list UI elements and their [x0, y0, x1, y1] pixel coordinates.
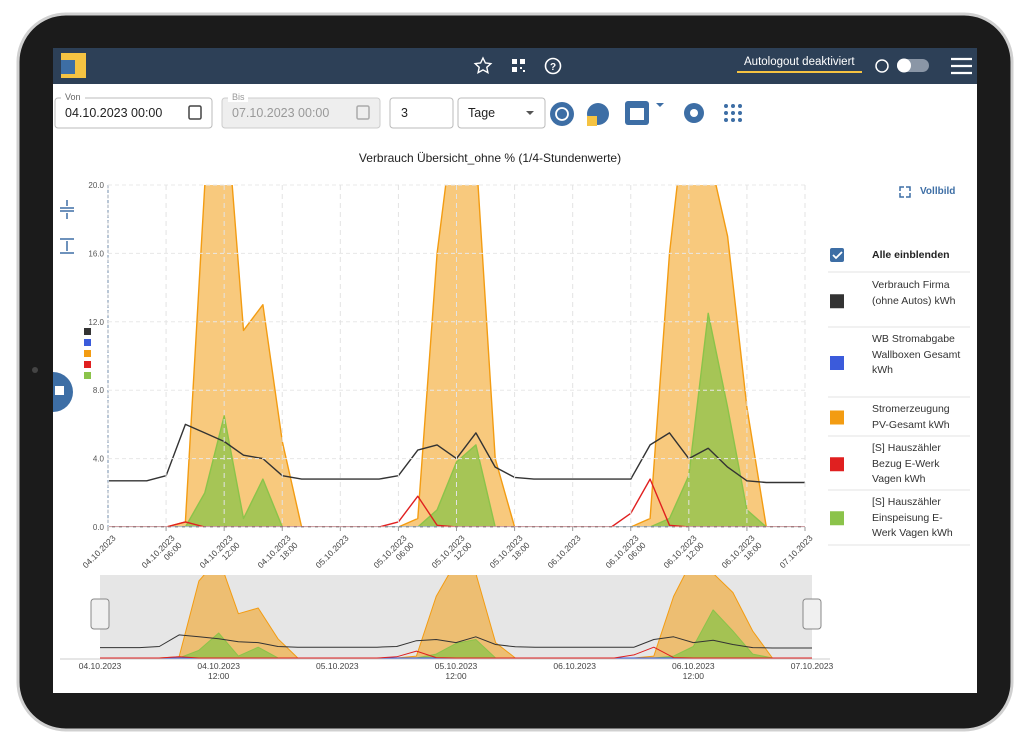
navigator-handle-right[interactable] [802, 598, 822, 630]
compress-icon[interactable] [60, 200, 74, 219]
series-marker [84, 372, 91, 379]
autologout[interactable]: Autologout deaktiviert [744, 56, 855, 68]
menu-icon[interactable] [951, 57, 972, 75]
legend-swatch[interactable] [830, 356, 844, 370]
side-tab-glyph [55, 386, 64, 395]
chart-title: Verbrauch Übersicht_ohne % (1/4-Stundenw… [359, 151, 621, 165]
navigator-series-line [100, 646, 812, 659]
navigator-tick-label: 06.10.2023 [553, 661, 596, 671]
navigator-area-fill [100, 575, 812, 658]
help-icon[interactable] [544, 57, 562, 75]
count-input[interactable] [389, 97, 454, 129]
y-tick-label: 12.0 [88, 318, 104, 327]
apps-button[interactable] [724, 104, 742, 122]
legend-swatch[interactable] [830, 410, 844, 425]
count-value[interactable]: 3 [401, 106, 408, 120]
to-input [221, 97, 381, 129]
dropdown-arrow [656, 103, 664, 107]
navigator-tick-label: 05.10.2023 12:00 [434, 661, 478, 681]
y-tick-label: 8.0 [93, 386, 105, 395]
series-marker [84, 339, 91, 346]
legend-swatch[interactable] [830, 457, 844, 472]
dropdown-arrow [526, 111, 534, 115]
from-label: Von [65, 92, 81, 102]
label-gap [228, 92, 248, 102]
show-all-label[interactable]: Alle einblenden [872, 249, 950, 261]
legend-swatch[interactable] [830, 294, 844, 309]
navigator-tick-label: 07.10.2023 [790, 661, 834, 671]
navigator-tick-label: 05.10.2023 [316, 661, 359, 671]
navigator-tick-label: 04.10.2023 12:00 [197, 661, 240, 681]
refresh-glyph [555, 107, 569, 121]
navigator-area-fill [100, 609, 812, 658]
legend-label[interactable]: Stromerzeugung PV-Gesamt kWh [872, 403, 950, 431]
camera [32, 367, 38, 373]
y-tick-label: 0.0 [93, 523, 105, 532]
unit-select[interactable] [457, 97, 546, 129]
navigator-series-line [100, 609, 812, 659]
y-tick-label: 4.0 [93, 455, 105, 464]
navigator-handle-left[interactable] [90, 598, 110, 630]
lock-badge [587, 116, 597, 126]
navigator-plot [100, 575, 812, 659]
from-value[interactable]: 04.10.2023 00:00 [65, 106, 163, 120]
y-tick-label: 16.0 [88, 249, 104, 258]
unit-value[interactable]: Tage [468, 106, 496, 120]
label-gap [61, 92, 85, 102]
from-input[interactable] [54, 97, 213, 129]
settings-glyph [690, 109, 698, 117]
legend-label[interactable]: Verbrauch Firma (ohne Autos) kWh [872, 279, 956, 307]
legend-swatch[interactable] [830, 511, 844, 526]
fullscreen-label[interactable]: Vollbild [920, 186, 956, 197]
header-bar [53, 48, 977, 84]
refresh-button[interactable] [550, 102, 574, 126]
legend-label[interactable]: WB Stromabgabe Wallboxen Gesamt kWh [872, 333, 961, 376]
checkmark [832, 251, 843, 260]
logo-part [61, 60, 75, 74]
navigator-tick-label: 04.10.2023 [78, 661, 122, 671]
navigator-series-line [100, 634, 812, 649]
fullscreen-icon[interactable] [899, 186, 911, 198]
calendar-icon [356, 105, 370, 120]
help-glyph: ? [550, 62, 556, 73]
series-marker [84, 328, 91, 335]
calendar-glyph [630, 108, 644, 120]
legend-label[interactable]: [S] Hauszähler Bezug E-Werk Vagen kWh [872, 442, 941, 485]
series-marker [84, 350, 91, 357]
toggle-knob [897, 58, 911, 73]
to-value: 07.10.2023 00:00 [232, 106, 330, 120]
calendar-icon[interactable] [188, 105, 202, 120]
favorite-icon[interactable] [473, 56, 493, 74]
navigator-tick-label: 06.10.2023 12:00 [672, 661, 715, 681]
legend-label[interactable]: [S] Hauszähler Einspeisung E-Werk Vagen … [872, 496, 953, 539]
legend-separators [828, 271, 970, 546]
expand-icon[interactable] [60, 238, 74, 254]
series-marker [84, 361, 91, 368]
to-label: Bis [232, 92, 245, 102]
y-tick-label: 20.0 [88, 181, 104, 190]
qr-icon[interactable] [512, 59, 525, 72]
history-icon[interactable] [875, 59, 889, 73]
show-all-checkbox[interactable] [830, 248, 844, 262]
